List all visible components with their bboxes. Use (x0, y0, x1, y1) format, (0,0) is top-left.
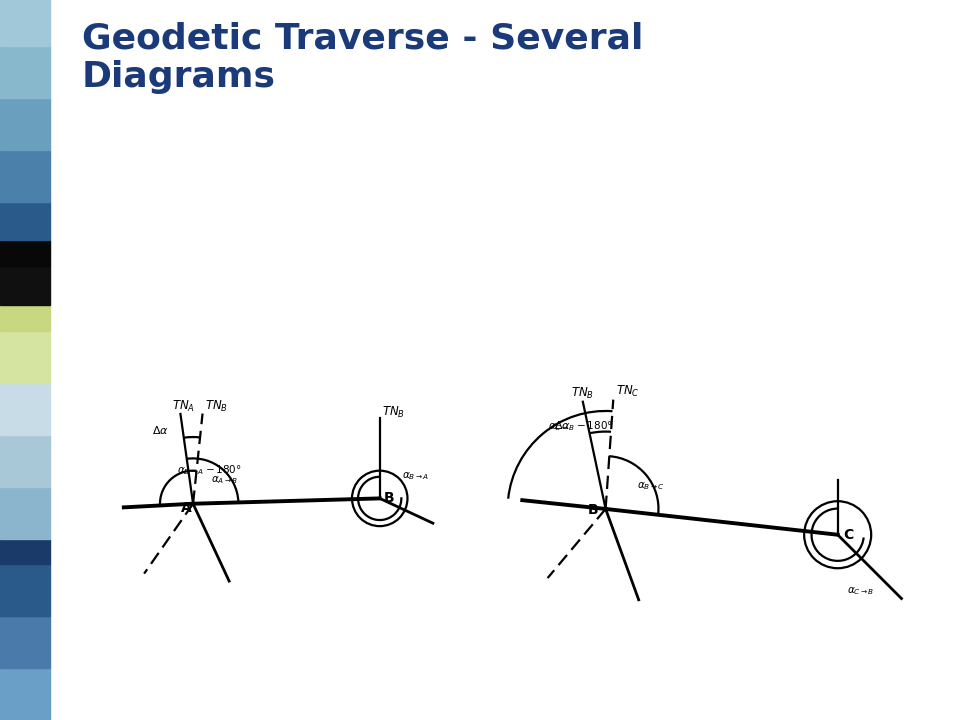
Text: A: A (181, 500, 192, 515)
Text: $TN_B$: $TN_B$ (382, 405, 405, 420)
Text: $TN_B$: $TN_B$ (205, 399, 228, 414)
Text: $\alpha_{C \rightarrow B}-180°$: $\alpha_{C \rightarrow B}-180°$ (548, 419, 612, 433)
Text: $\alpha_{C \rightarrow B}$: $\alpha_{C \rightarrow B}$ (848, 585, 875, 597)
Text: B: B (588, 503, 598, 517)
Text: C: C (843, 528, 853, 542)
Text: $\alpha_{A \rightarrow B}$: $\alpha_{A \rightarrow B}$ (211, 474, 238, 485)
Text: $\Delta\alpha$: $\Delta\alpha$ (554, 419, 570, 431)
Text: $TN_A$: $TN_A$ (173, 399, 196, 414)
Text: B: B (384, 491, 395, 505)
Text: $TN_C$: $TN_C$ (616, 384, 639, 399)
Text: $\Delta\alpha$: $\Delta\alpha$ (152, 424, 169, 436)
Text: $TN_B$: $TN_B$ (571, 386, 594, 401)
Text: $\alpha_{B \rightarrow A}-180°$: $\alpha_{B \rightarrow A}-180°$ (177, 464, 242, 477)
Text: $\alpha_{B \rightarrow A}$: $\alpha_{B \rightarrow A}$ (402, 470, 429, 482)
Text: Geodetic Traverse - Several
Diagrams: Geodetic Traverse - Several Diagrams (82, 22, 643, 94)
Text: $\alpha_{B \rightarrow C}$: $\alpha_{B \rightarrow C}$ (637, 480, 665, 492)
